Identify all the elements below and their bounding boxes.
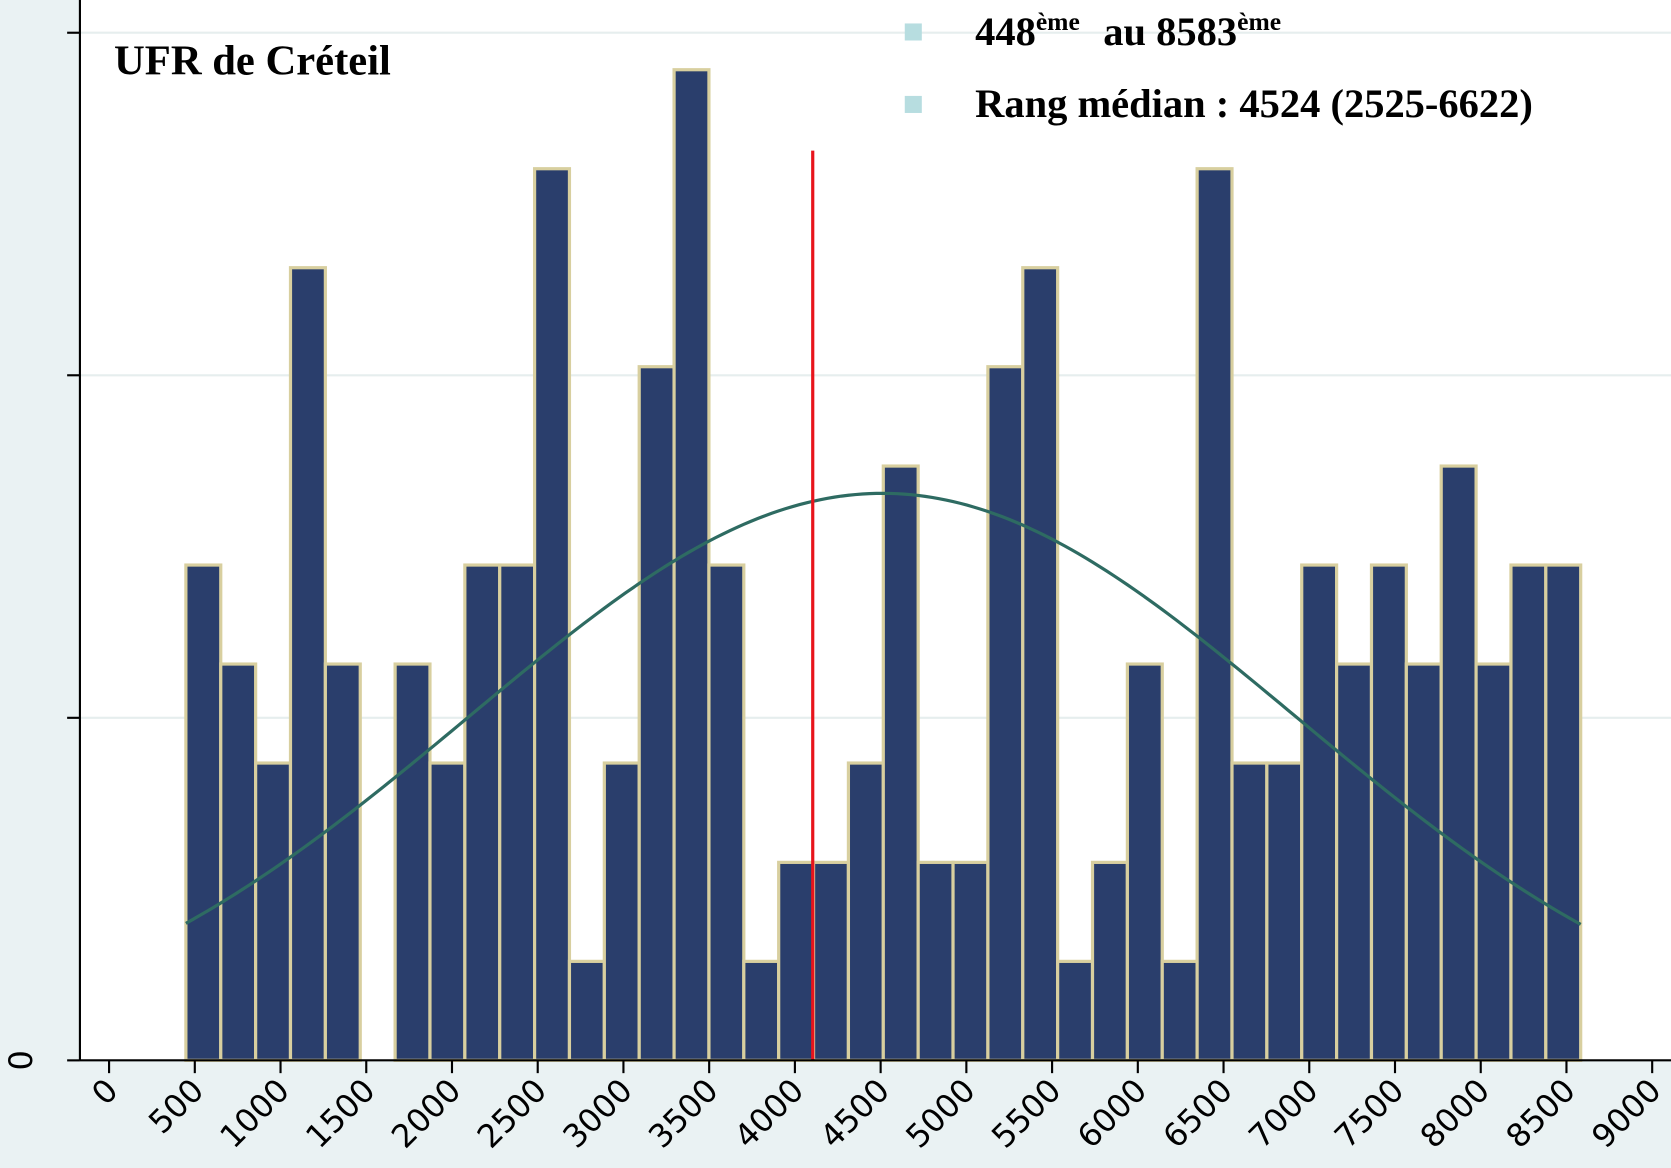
bar [254,761,293,1062]
bar [1195,167,1234,1062]
bar [602,761,641,1062]
bar [1090,860,1129,1062]
bar [1369,563,1408,1062]
legend-text: au 8583 [1103,9,1237,54]
bar [986,365,1025,1062]
bar [846,761,885,1062]
bar [881,464,920,1062]
chart-title: UFR de Créteil [114,38,391,85]
legend-superscript: ème [1237,7,1281,36]
legend-superscript: ème [1036,7,1080,36]
bar [1125,662,1164,1062]
legend-swatch [904,23,922,41]
bar [184,563,223,1062]
bar [1230,761,1269,1062]
legend-text: Rang médian : 4524 (2525-6622) [975,81,1533,126]
bar [393,662,432,1062]
bar [742,959,781,1062]
bar [498,563,537,1062]
bar [1509,563,1548,1062]
legend-label: 448ème au 8583ème [975,7,1281,54]
bar [1439,464,1478,1062]
normal-curve [185,491,1582,926]
legend-label: Rang médian : 4524 (2525-6622) [975,81,1533,126]
y-tick-label: 0 [2,1050,40,1070]
legend-text: 448 [975,9,1036,54]
bar [672,68,711,1062]
bar [1021,266,1060,1062]
legend-swatch [904,95,922,113]
bar [463,563,502,1062]
bar [323,662,362,1062]
bar [1160,959,1199,1062]
bar [811,860,851,1062]
bar [1056,959,1095,1062]
bar [951,860,990,1062]
bar [1335,662,1374,1062]
bar [1265,761,1304,1062]
bar [219,662,258,1062]
bar [428,761,467,1062]
bar [567,959,606,1062]
bar [637,365,676,1062]
bar [916,860,955,1062]
bar [288,266,327,1062]
bar [1544,563,1583,1062]
bar [532,167,572,1062]
bar [707,563,746,1062]
bar [777,860,816,1062]
bar [1300,563,1339,1062]
bar [1404,662,1443,1062]
